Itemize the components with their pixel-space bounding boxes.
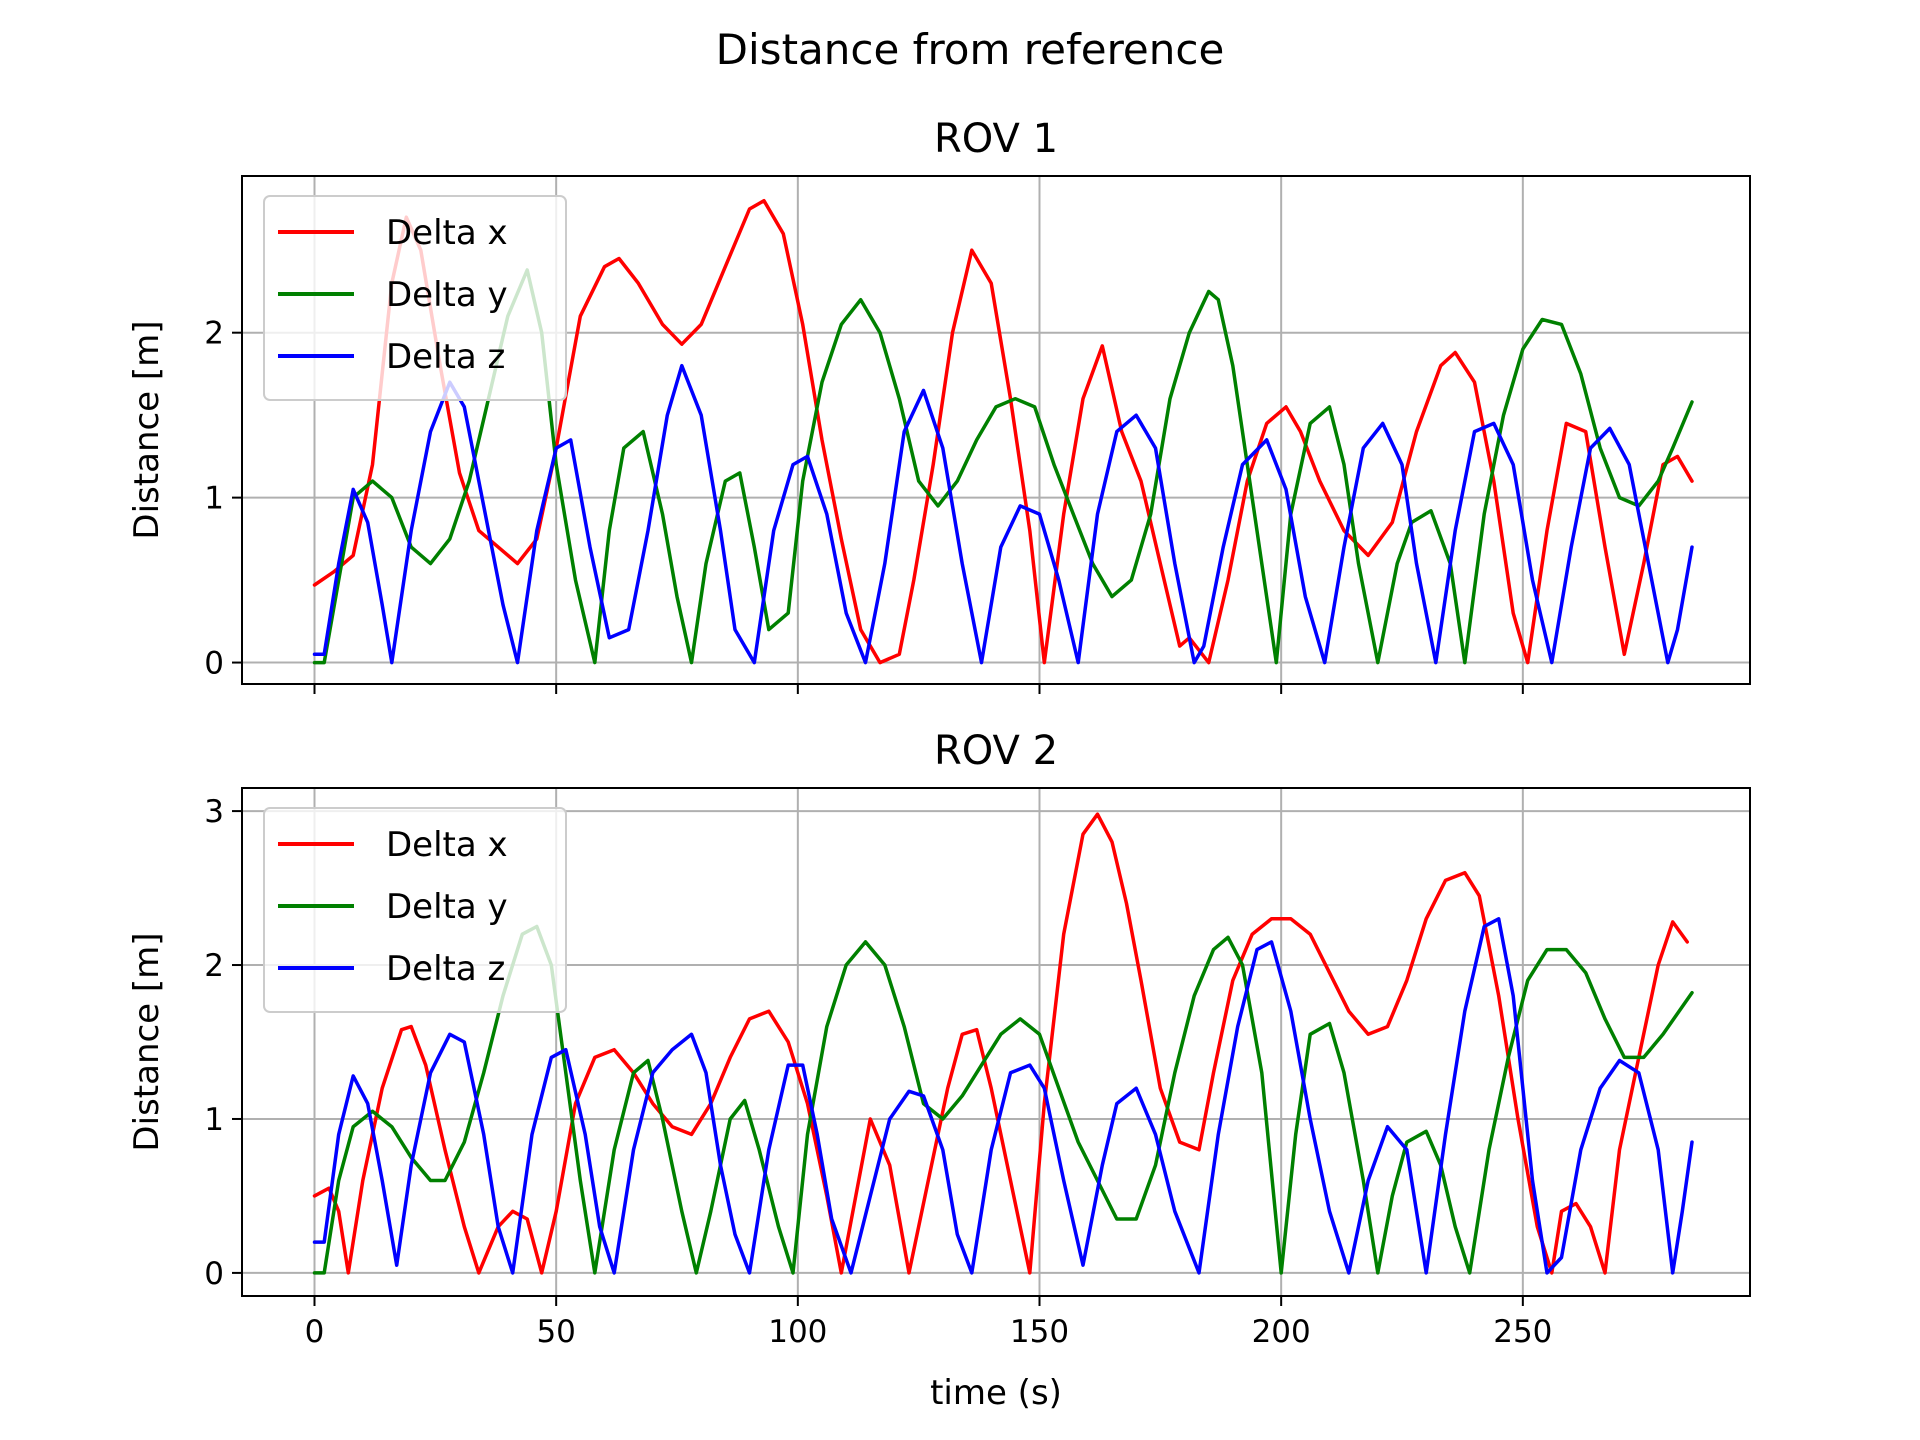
axes-frame: [241, 787, 1751, 1297]
legend: Delta x Delta y Delta z: [263, 807, 567, 1013]
legend-box: [263, 195, 567, 401]
y-axis-label: Distance [m]: [127, 320, 167, 539]
subplot-title: ROV 2: [934, 728, 1058, 774]
figure-suptitle: Distance from reference: [716, 25, 1225, 74]
x-tick-label: 250: [1493, 1314, 1552, 1350]
legend-label: Delta z: [386, 949, 505, 989]
y-tick-label: 0: [204, 646, 224, 682]
y-tick-label: 3: [204, 794, 224, 830]
x-tick-label: 200: [1252, 1314, 1311, 1350]
x-tick-label: 0: [305, 1314, 325, 1350]
axes-frame: [241, 175, 1751, 685]
subplot-title: ROV 1: [934, 116, 1058, 162]
subplot-2: 0 50 100 150 200 250 0 1 2 3 ROV 2 Distance [m] time…: [127, 728, 1751, 1413]
x-axis-label: time (s): [930, 1373, 1062, 1413]
series-line-delta-x: [312, 812, 1689, 1275]
y-tick-label: 1: [204, 1102, 224, 1138]
x-tick-label: 100: [768, 1314, 827, 1350]
series-line-delta-z: [312, 363, 1694, 665]
legend-label: Delta x: [386, 213, 508, 253]
y-tick-label: 2: [204, 948, 224, 984]
legend-label: Delta x: [386, 825, 508, 865]
legend-label: Delta y: [386, 275, 508, 315]
legend-box: [263, 807, 567, 1013]
x-tick-label: 150: [1010, 1314, 1069, 1350]
y-tick-label: 1: [204, 481, 224, 517]
legend-label: Delta y: [386, 887, 508, 927]
legend: Delta x Delta y Delta z: [263, 195, 567, 401]
x-tick-label: 50: [536, 1314, 575, 1350]
series-line-delta-z: [312, 917, 1694, 1275]
y-tick-label: 0: [204, 1256, 224, 1292]
legend-label: Delta z: [386, 337, 505, 377]
y-axis-label: Distance [m]: [127, 932, 167, 1151]
y-tick-label: 2: [204, 316, 224, 352]
